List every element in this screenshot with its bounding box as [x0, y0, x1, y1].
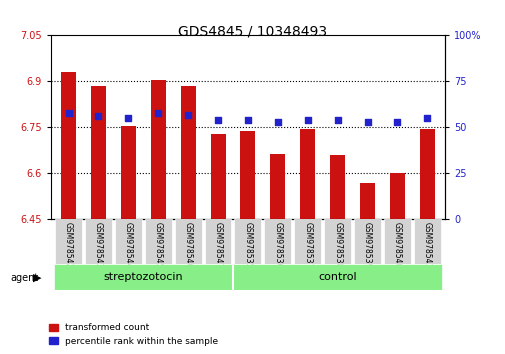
Text: GSM978535: GSM978535 — [243, 222, 252, 268]
Text: GSM978547: GSM978547 — [213, 222, 222, 268]
FancyBboxPatch shape — [54, 264, 232, 290]
Text: GSM978543: GSM978543 — [94, 222, 103, 268]
Bar — [91, 86, 106, 219]
FancyBboxPatch shape — [115, 219, 141, 264]
Bar — [389, 173, 404, 219]
Text: GSM978542: GSM978542 — [64, 222, 73, 268]
FancyBboxPatch shape — [264, 219, 291, 264]
FancyBboxPatch shape — [324, 219, 350, 264]
Text: GDS4845 / 10348493: GDS4845 / 10348493 — [178, 25, 327, 39]
Point — [94, 114, 103, 119]
Point — [303, 117, 311, 123]
Text: GSM978536: GSM978536 — [273, 222, 282, 268]
FancyBboxPatch shape — [354, 219, 380, 264]
Bar — [270, 154, 285, 219]
Text: GSM978540: GSM978540 — [392, 222, 401, 268]
Text: GSM978537: GSM978537 — [302, 222, 312, 268]
Legend: transformed count, percentile rank within the sample: transformed count, percentile rank withi… — [45, 320, 221, 349]
Point — [124, 115, 132, 121]
Point — [243, 117, 251, 123]
Point — [64, 110, 72, 115]
Text: ▶: ▶ — [33, 273, 41, 283]
Bar — [299, 129, 315, 219]
Bar — [210, 133, 225, 219]
FancyBboxPatch shape — [294, 219, 321, 264]
Point — [184, 112, 192, 118]
Bar — [180, 86, 195, 219]
Text: GSM978539: GSM978539 — [362, 222, 371, 268]
Point — [333, 117, 341, 123]
Bar — [360, 183, 374, 219]
Point — [392, 119, 400, 125]
FancyBboxPatch shape — [85, 219, 112, 264]
Text: streptozotocin: streptozotocin — [104, 272, 183, 282]
Bar — [419, 129, 434, 219]
Point — [214, 117, 222, 123]
Bar — [330, 155, 344, 219]
FancyBboxPatch shape — [55, 219, 82, 264]
Point — [273, 119, 281, 125]
Text: agent: agent — [10, 273, 38, 283]
FancyBboxPatch shape — [383, 219, 410, 264]
Text: control: control — [318, 272, 356, 282]
FancyBboxPatch shape — [144, 219, 171, 264]
FancyBboxPatch shape — [234, 219, 261, 264]
Bar — [240, 131, 255, 219]
Text: GSM978546: GSM978546 — [183, 222, 192, 268]
Text: GSM978545: GSM978545 — [154, 222, 163, 268]
Text: GSM978538: GSM978538 — [332, 222, 341, 268]
FancyBboxPatch shape — [413, 219, 440, 264]
Text: GSM978544: GSM978544 — [124, 222, 133, 268]
Bar — [61, 72, 76, 219]
Point — [154, 110, 162, 115]
Bar — [150, 80, 166, 219]
Point — [363, 119, 371, 125]
Bar — [121, 126, 135, 219]
FancyBboxPatch shape — [204, 219, 231, 264]
FancyBboxPatch shape — [232, 264, 441, 290]
Point — [423, 115, 431, 121]
Text: GSM978541: GSM978541 — [422, 222, 431, 268]
FancyBboxPatch shape — [174, 219, 201, 264]
